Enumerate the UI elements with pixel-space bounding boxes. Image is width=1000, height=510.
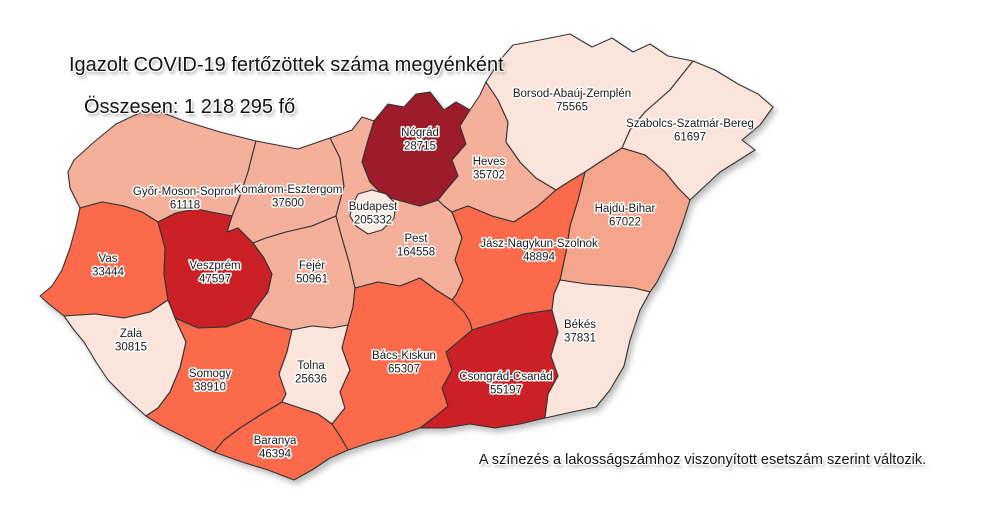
county-name: Győr-Moson-Sopron [133, 186, 237, 198]
county-name: Pest [404, 233, 428, 245]
county-name: Vas [99, 253, 118, 265]
county-case-count: 50961 [296, 274, 328, 286]
county-case-count: 28715 [404, 141, 436, 153]
county-label-baranya: Baranya 46394 [252, 434, 298, 463]
county-case-count: 33444 [92, 267, 125, 279]
county-case-count: 25636 [295, 374, 327, 386]
county-label-nograd: Nógrád 28715 [400, 126, 441, 155]
color-scale-footnote: A színezés a lakosságszámhoz viszonyítot… [478, 452, 927, 468]
total-count-label: Összesen: 1 218 295 fő [84, 96, 296, 118]
county-label-zala: Zala 30815 [114, 327, 149, 356]
county-case-count: 75565 [556, 102, 588, 114]
county-name: Csongrád-Csanád [459, 371, 552, 383]
county-label-somogy: Somogy 38910 [187, 367, 232, 396]
county-label-heves: Heves 35702 [471, 155, 507, 184]
county-label-bekes: Békés 37831 [563, 318, 598, 347]
county-label-tolna: Tolna 25636 [294, 359, 329, 388]
county-case-count: 48894 [523, 252, 556, 264]
county-label-fejer: Fejér 50961 [295, 259, 330, 288]
county-name: Bács-Kiskun [372, 350, 436, 362]
county-label-bacs: Bács-Kiskun 65307 [371, 349, 438, 378]
county-region-bekes [544, 279, 651, 419]
county-name: Szabolcs-Szatmár-Bereg [626, 118, 754, 130]
county-label-ke: Komárom-Esztergom 37600 [232, 183, 344, 212]
county-name: Budapest [349, 201, 398, 213]
county-name: Borsod-Abaúj-Zemplén [513, 88, 631, 100]
county-name: Fejér [299, 260, 325, 272]
county-case-count: 55197 [490, 385, 522, 397]
county-label-gyms: Győr-Moson-Sopron 61118 [131, 185, 238, 214]
county-label-jnsz: Jász-Nagykun-Szolnok 48894 [479, 237, 600, 266]
county-name: Komárom-Esztergom [234, 184, 343, 196]
county-label-csongrad: Csongrád-Csanád 55197 [458, 370, 554, 399]
county-case-count: 46394 [259, 449, 292, 461]
county-label-borsod: Borsod-Abaúj-Zemplén 75565 [511, 87, 632, 116]
county-case-count: 65307 [388, 364, 420, 376]
county-case-count: 30815 [115, 342, 147, 354]
county-name: Békés [564, 319, 596, 331]
county-label-pest: Pest 164558 [395, 232, 436, 261]
county-case-count: 37831 [564, 333, 596, 345]
county-name: Somogy [189, 368, 231, 380]
county-name: Heves [473, 156, 506, 168]
county-name: Jász-Nagykun-Szolnok [480, 238, 598, 250]
map-title: Igazolt COVID-19 fertőzöttek száma megyé… [69, 54, 504, 76]
county-region-szabolcs [621, 60, 774, 201]
county-label-vas: Vas 33444 [91, 252, 127, 281]
county-label-budapest: Budapest 205332 [347, 200, 399, 229]
county-case-count: 164558 [397, 247, 435, 259]
county-name: Nógrád [401, 127, 439, 139]
county-name: Baranya [254, 435, 297, 447]
county-name: Hajdú-Bihar [595, 203, 656, 215]
county-case-count: 205332 [354, 215, 392, 227]
county-label-veszprem: Veszprém 47597 [188, 259, 242, 288]
county-name: Tolna [297, 360, 325, 372]
county-label-szabolcs: Szabolcs-Szatmár-Bereg 61697 [625, 117, 756, 146]
county-case-count: 35702 [473, 170, 505, 182]
county-region-budapest [349, 189, 397, 235]
county-case-count: 61118 [170, 200, 200, 212]
county-case-count: 47597 [199, 274, 231, 286]
county-label-hajdu: Hajdú-Bihar 67022 [593, 202, 657, 231]
county-case-count: 37600 [272, 198, 304, 210]
county-case-count: 38910 [194, 382, 226, 394]
county-case-count: 67022 [609, 217, 641, 229]
county-case-count: 61697 [674, 132, 706, 144]
county-name: Zala [120, 328, 143, 340]
county-region-baranya [213, 401, 349, 481]
county-name: Veszprém [189, 260, 240, 272]
